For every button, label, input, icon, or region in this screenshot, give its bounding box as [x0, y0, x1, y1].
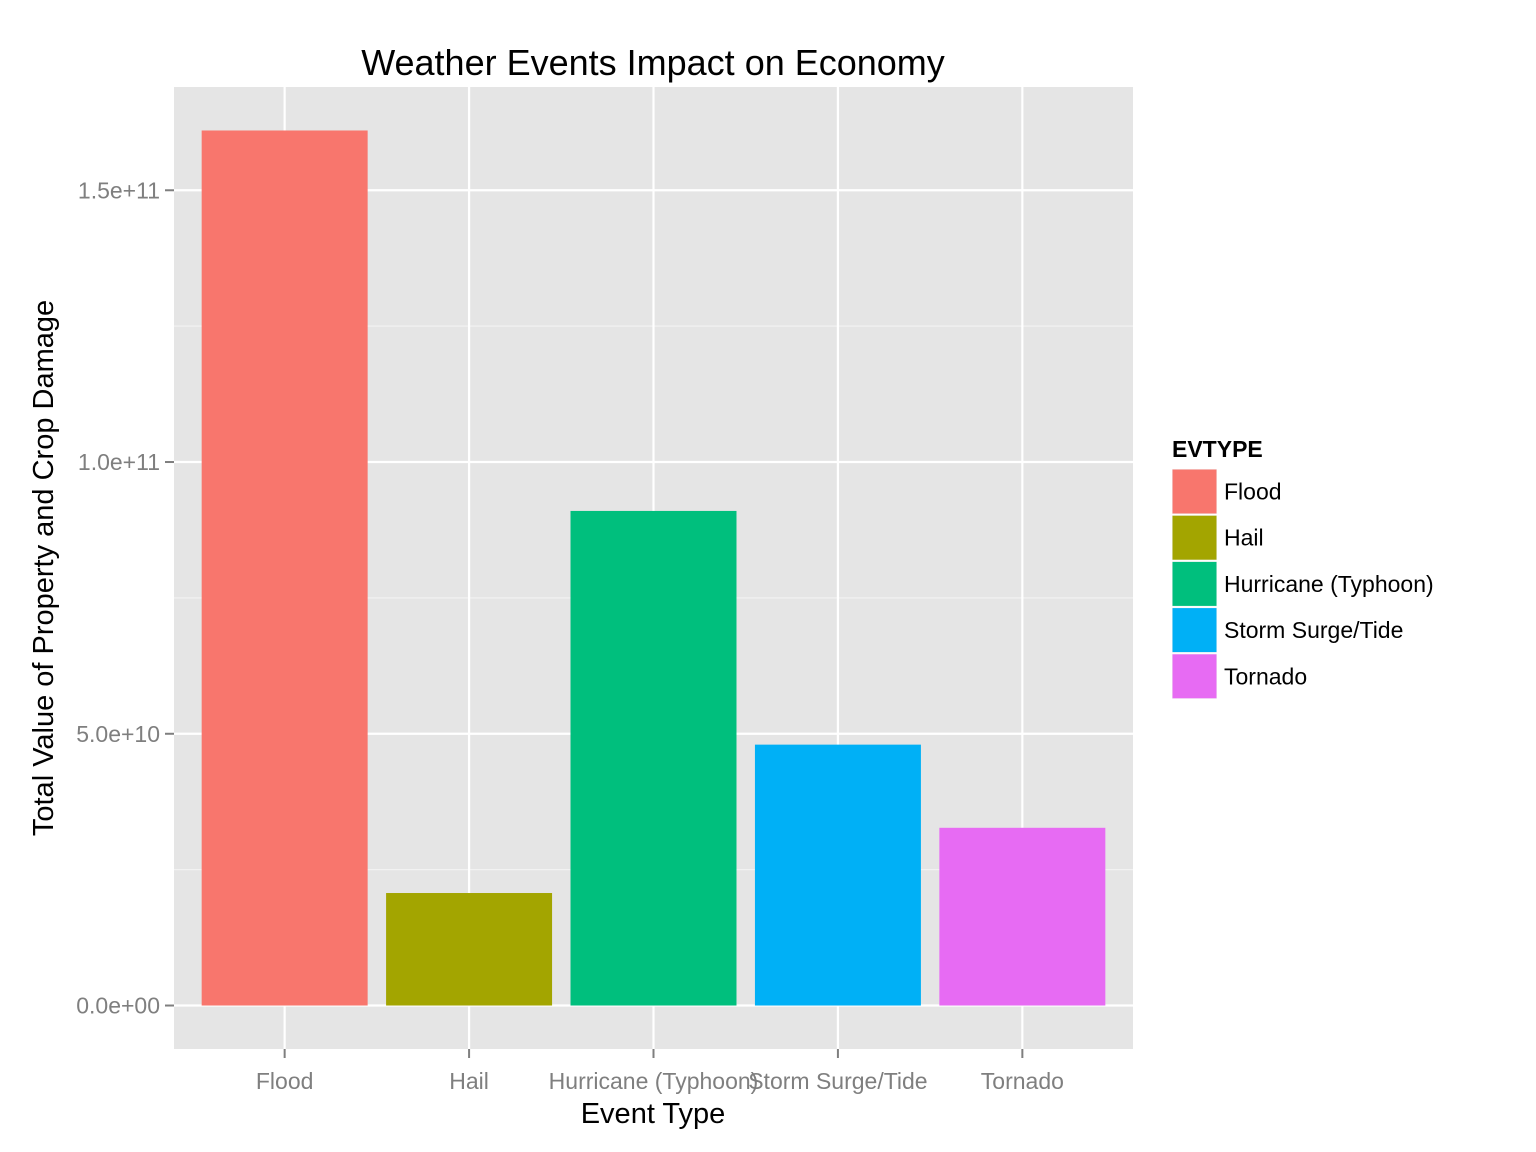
legend-label-3: Hurricane (Typhoon): [1224, 571, 1434, 597]
x-tick-label: Tornado: [981, 1068, 1064, 1094]
legend-label-2: Hail: [1224, 525, 1264, 551]
x-tick-label: Storm Surge/Tide: [748, 1068, 927, 1094]
legend-swatch-1: [1172, 469, 1217, 514]
y-axis: 0.0e+00 5.0e+10 1.0e+11 1.5e+11: [76, 177, 174, 1019]
legend-swatch-4: [1172, 608, 1217, 653]
y-tick-label: 1.5e+11: [78, 177, 160, 203]
legend-label-1: Flood: [1224, 479, 1282, 505]
y-axis-title: Total Value of Property and Crop Damage: [28, 300, 60, 836]
bar-4: [754, 744, 921, 1006]
legend-swatch-2: [1172, 515, 1217, 560]
legend: EVTYPE Flood Hail Hurricane (Typhoon) Storm…: [1172, 436, 1434, 699]
bars: [201, 130, 1106, 1006]
x-tick-label: Hurricane (Typhoon): [549, 1068, 759, 1094]
legend-label-5: Tornado: [1224, 663, 1307, 689]
legend-swatch-3: [1172, 561, 1217, 606]
x-tick-label: Hail: [449, 1068, 489, 1094]
y-tick-label: 0.0e+00: [76, 993, 160, 1019]
x-tick-label: Flood: [256, 1068, 314, 1094]
y-tick-label: 1.0e+11: [78, 449, 160, 475]
x-axis-title: Event Type: [581, 1098, 726, 1130]
bar-5: [939, 827, 1106, 1006]
bar-2: [386, 893, 553, 1006]
x-axis: Flood Hail Hurricane (Typhoon)Storm Surge/…: [256, 1049, 1064, 1094]
legend-items: Flood Hail Hurricane (Typhoon) Storm Surge/…: [1172, 469, 1434, 699]
legend-title: EVTYPE: [1172, 436, 1263, 462]
legend-swatch-5: [1172, 654, 1217, 699]
bar-3: [570, 510, 737, 1006]
y-tick-label: 5.0e+10: [76, 721, 160, 747]
chart-title: Weather Events Impact on Economy: [361, 42, 945, 83]
bar-1: [201, 130, 368, 1006]
legend-label-4: Storm Surge/Tide: [1224, 617, 1403, 643]
